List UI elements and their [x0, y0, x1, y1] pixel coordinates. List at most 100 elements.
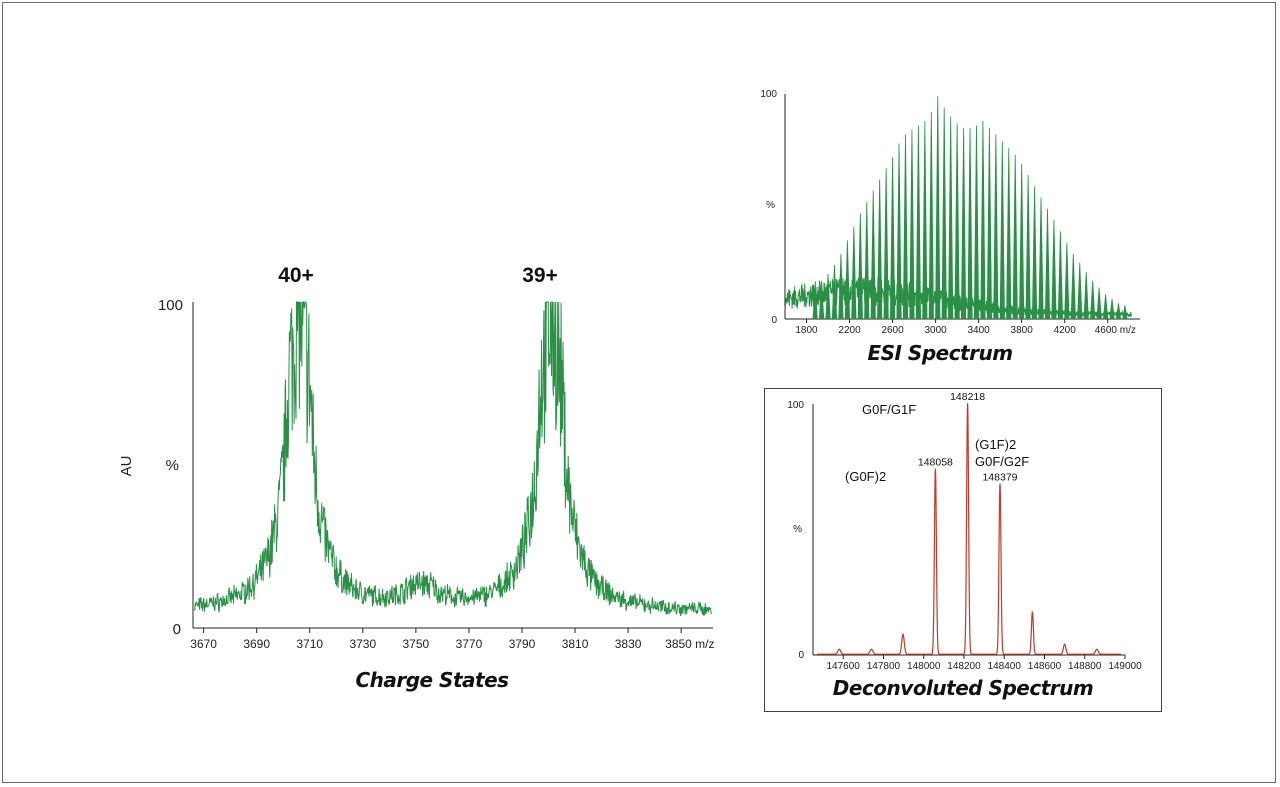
esi-peak	[1102, 294, 1109, 320]
charge-states-axes	[192, 302, 713, 629]
esi-peak	[1115, 303, 1122, 320]
esi-peak	[915, 125, 921, 320]
esi-x-tick-label: 3000	[924, 325, 947, 336]
esi-peak	[928, 111, 934, 320]
charge-states-trace	[193, 301, 712, 617]
deconv-x-tick-label: 148400	[988, 661, 1022, 672]
charge-x-tick-label: 3830	[615, 637, 642, 651]
esi-peak	[844, 240, 850, 320]
charge-states-chart: 3670 3690 3710 3730 3750 3770 3790 3810 3830 3850…	[118, 264, 715, 692]
deconv-peak-mass-label: 148218	[950, 391, 985, 403]
esi-peak	[941, 107, 947, 320]
charge-x-tick-label: 3850 m/z	[665, 637, 714, 651]
esi-peak	[831, 264, 838, 320]
esi-peak	[857, 213, 863, 320]
esi-ytick-100: 100	[760, 89, 777, 100]
esi-peak	[864, 201, 870, 320]
esi-peak	[1025, 174, 1031, 320]
esi-peak	[870, 190, 876, 320]
esi-x-tick-label: 1800	[795, 325, 818, 336]
deconv-x-tick-label: 147800	[867, 661, 901, 672]
esi-peak	[993, 134, 999, 320]
esi-peak	[1038, 197, 1044, 320]
esi-peak	[818, 280, 825, 320]
esi-x-tick-label: 4200	[1054, 325, 1077, 336]
esi-peak	[948, 116, 954, 320]
esi-peak	[1057, 231, 1063, 320]
charge-x-tick-label: 3690	[243, 637, 270, 651]
glycoform-label-g0f2: (G0F)2	[845, 469, 886, 484]
esi-peak	[1122, 305, 1128, 320]
esi-peak	[935, 96, 941, 320]
deconv-ytick-100: 100	[787, 400, 804, 411]
esi-x-ticks: 1800 2200 2600 3000 3400 3800 4200 4600 m/z	[795, 319, 1136, 336]
charge-x-tick-label: 3670	[190, 637, 217, 651]
charge-x-tick-label: 3810	[562, 637, 589, 651]
esi-peak	[1109, 298, 1115, 320]
esi-peak	[1083, 271, 1089, 320]
charge-ytick-100: 100	[158, 297, 183, 314]
deconvoluted-panel-border	[764, 388, 1162, 712]
deconv-ytick-pct: %	[793, 524, 802, 535]
deconv-ytick-0: 0	[798, 650, 804, 661]
esi-x-tick-label: 4600 m/z	[1095, 325, 1136, 336]
esi-peak	[1096, 287, 1102, 320]
charge-ytick-pct: %	[166, 457, 179, 474]
charge-states-x-ticks: 3670 3690 3710 3730 3750 3770 3790 3810 3830 3850…	[190, 628, 715, 651]
esi-peak	[883, 168, 889, 320]
charge-states-caption: Charge States	[355, 668, 509, 692]
deconv-peak-labels: 148058 148218 148379	[918, 391, 1018, 483]
esi-peak	[1077, 262, 1083, 320]
charge-x-tick-label: 3790	[509, 637, 536, 651]
esi-peak	[1090, 280, 1096, 320]
esi-peak	[1051, 219, 1057, 320]
charge-x-tick-label: 3710	[296, 637, 323, 651]
deconv-x-tick-label: 148000	[907, 661, 941, 672]
esi-peak	[960, 127, 967, 320]
charge-x-tick-label: 3730	[349, 637, 376, 651]
deconv-series	[817, 403, 1121, 655]
esi-x-tick-label: 2200	[838, 325, 861, 336]
esi-peak	[1006, 147, 1012, 320]
esi-peak	[851, 226, 857, 320]
peak-label-39: 39+	[522, 264, 558, 287]
esi-peak	[877, 179, 883, 320]
esi-peak	[1019, 163, 1025, 320]
deconv-trace	[817, 403, 1121, 655]
esi-peak	[812, 287, 818, 320]
charge-x-tick-label: 3770	[456, 637, 483, 651]
esi-ytick-pct: %	[766, 200, 775, 211]
esi-peak	[1031, 186, 1038, 320]
esi-peak	[973, 125, 980, 320]
deconv-x-tick-label: 148600	[1028, 661, 1062, 672]
esi-peak	[1064, 242, 1070, 320]
esi-peak	[1070, 253, 1076, 320]
glycoform-label-g0f-g1f: G0F/G1F	[862, 402, 916, 417]
esi-x-tick-label: 2600	[881, 325, 904, 336]
esi-peak	[909, 129, 915, 320]
esi-peak	[825, 273, 831, 320]
esi-series	[784, 96, 1132, 320]
deconv-x-tick-label: 148200	[947, 661, 981, 672]
esi-peak	[980, 120, 986, 320]
esi-peak	[889, 156, 896, 320]
charge-ytick-0: 0	[173, 621, 181, 638]
esi-peak	[1044, 208, 1051, 320]
esi-x-tick-label: 3400	[968, 325, 991, 336]
esi-spectrum-chart: 1800 2200 2600 3000 3400 3800 4200 4600 m/z 100…	[760, 89, 1140, 365]
esi-ytick-0: 0	[771, 315, 777, 326]
esi-peak	[986, 127, 992, 320]
deconvoluted-spectrum-chart: 147600 147800 148000 148200 148400 148600 1488…	[787, 391, 1142, 700]
charge-states-series	[193, 301, 712, 617]
deconvoluted-spectrum-caption: Deconvoluted Spectrum	[833, 676, 1093, 700]
esi-spectrum-caption: ESI Spectrum	[867, 341, 1012, 365]
esi-peak	[999, 141, 1005, 320]
esi-peak	[838, 253, 844, 320]
charge-x-tick-label: 3750	[403, 637, 430, 651]
esi-peak	[922, 120, 928, 320]
deconv-peak-mass-label: 148058	[918, 456, 953, 468]
glycoform-label-g0f-g2f: G0F/G2F	[975, 454, 1029, 469]
peak-label-40: 40+	[278, 264, 314, 287]
